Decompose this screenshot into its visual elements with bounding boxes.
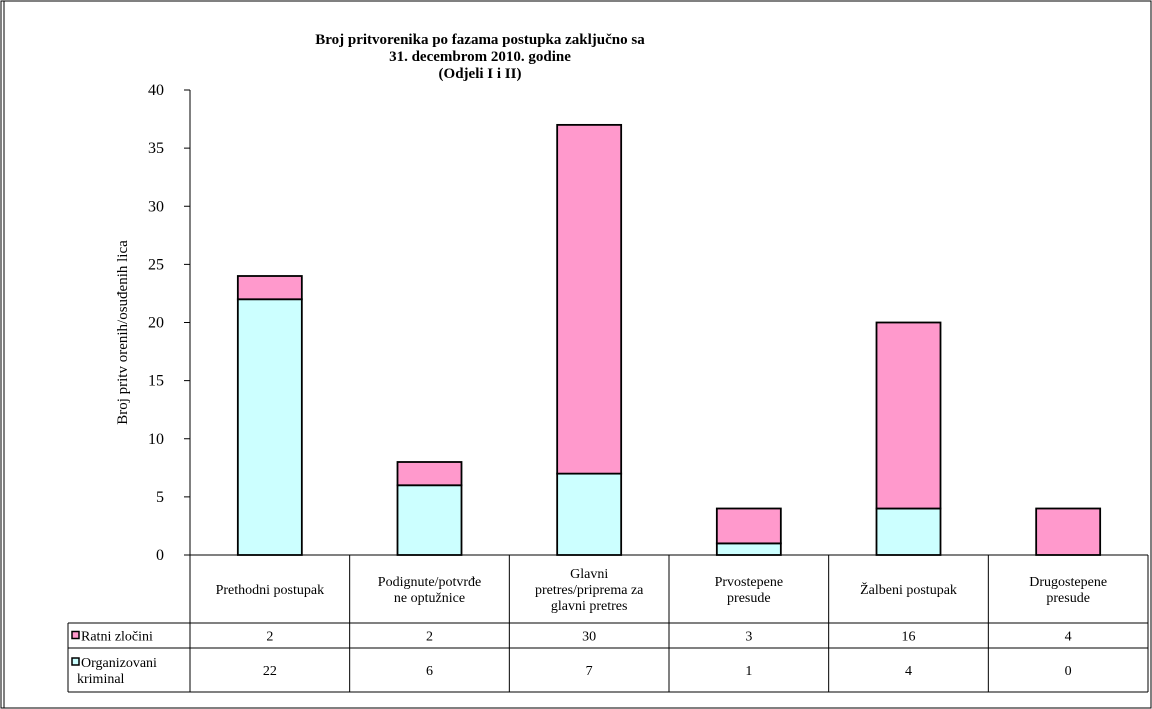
table-value: 0 [1065, 664, 1072, 679]
bar-ratni-zločini [875, 321, 942, 510]
table-value: 3 [745, 630, 752, 645]
y-tick-label: 20 [148, 315, 164, 332]
bar-organizovani-kriminal [236, 298, 303, 556]
bar-organizovani-kriminal [875, 507, 942, 556]
legend-label: Organizovani [81, 656, 157, 671]
table-value: 4 [905, 664, 912, 679]
y-tick-label: 15 [148, 373, 164, 390]
table-value: 6 [426, 664, 433, 679]
category-label: Žalbeni postupak [860, 581, 957, 598]
legend-label: kriminal [77, 672, 125, 687]
legend-key [71, 657, 80, 666]
bar-ratni-zločini [236, 275, 303, 301]
y-tick-label: 5 [156, 489, 164, 506]
category-label: pretres/priprema za [535, 583, 644, 598]
bar-organizovani-kriminal [396, 484, 463, 556]
table-value: 1 [745, 664, 752, 679]
bar-organizovani-kriminal [556, 472, 623, 556]
bar-organizovani-kriminal [715, 542, 782, 556]
category-label: Prethodni postupak [216, 583, 325, 598]
chart-title-line-2: (Odjeli I i II) [439, 66, 522, 82]
table-value: 22 [263, 664, 277, 679]
y-tick-label: 10 [148, 431, 164, 448]
category-label: Glavni [570, 567, 608, 582]
y-tick-label: 0 [156, 547, 164, 564]
table-value: 7 [586, 664, 593, 679]
table-value: 16 [902, 630, 916, 645]
chart-title-line-1: 31. decembrom 2010. godine [389, 49, 571, 65]
category-label: presude [1046, 591, 1090, 606]
table-value: 2 [266, 630, 273, 645]
table-value: 30 [582, 630, 596, 645]
category-label: Podignute/potvrđe [378, 575, 481, 590]
legend-key [71, 630, 80, 640]
table-value: 2 [426, 630, 433, 645]
category-label: Drugostepene [1029, 575, 1107, 590]
legend-label: Ratni zločini [81, 630, 153, 645]
y-tick-label: 30 [148, 198, 164, 215]
bar-ratni-zločini [396, 461, 463, 487]
y-tick-label: 25 [148, 256, 164, 273]
bar-ratni-zločini [1035, 507, 1102, 556]
y-axis-label: Broj pritv orenih/osuđenih lica [115, 240, 131, 425]
chart-area: Broj pritvorenika po fazama postupka zak… [67, 32, 1149, 693]
bar-ratni-zločini [556, 123, 623, 475]
table-value: 4 [1065, 630, 1072, 645]
bar-ratni-zločini [715, 507, 782, 545]
category-label: presude [727, 591, 771, 606]
category-label: ne optužnice [394, 591, 465, 606]
chart-title-line-0: Broj pritvorenika po fazama postupka zak… [315, 32, 645, 48]
y-tick-label: 35 [148, 140, 164, 157]
category-label: glavni pretres [551, 599, 628, 614]
y-tick-label: 40 [148, 82, 164, 99]
category-label: Prvostepene [715, 575, 783, 590]
